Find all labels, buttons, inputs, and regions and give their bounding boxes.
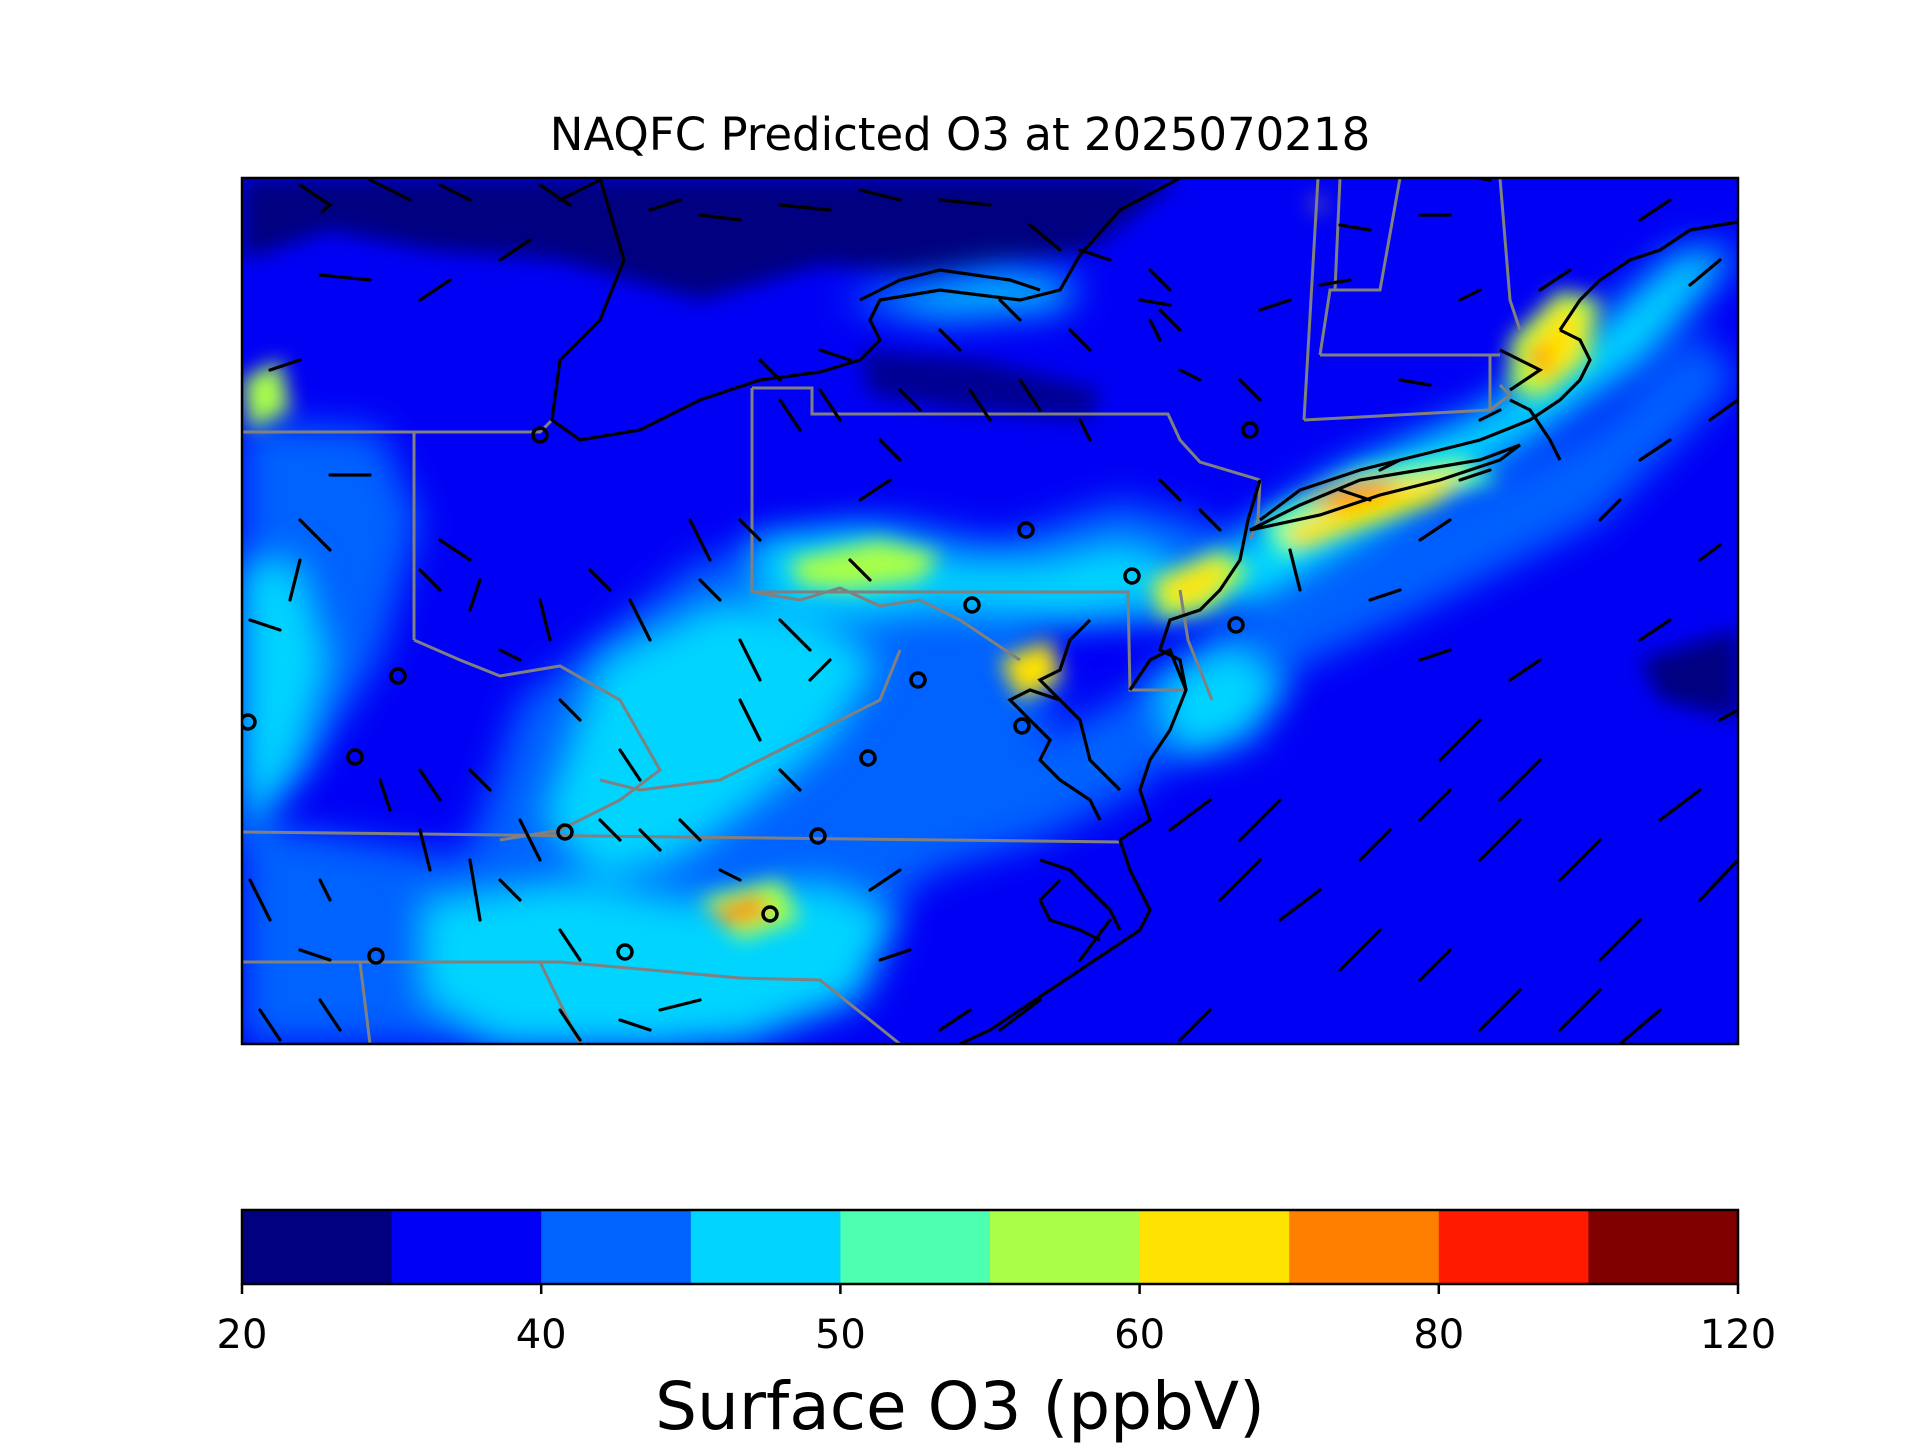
colorbar-segment: [541, 1210, 692, 1284]
map-title: NAQFC Predicted O3 at 2025070218: [549, 108, 1371, 161]
colorbar-tick-label: 120: [1699, 1312, 1777, 1358]
colorbar-segment: [242, 1210, 393, 1284]
colorbar-segment: [1438, 1210, 1589, 1284]
wind-barbs: [248, 178, 1738, 1044]
colorbar-segment: [1588, 1210, 1739, 1284]
colorbar-segment: [1289, 1210, 1440, 1284]
colorbar-frame: [240, 1208, 1740, 1286]
colorbar-tick-label: 80: [1413, 1312, 1465, 1358]
colorbar-segment: [690, 1210, 841, 1284]
colorbar-tick-label: 60: [1114, 1312, 1166, 1358]
map-frame: [240, 176, 1740, 1046]
colorbar-tick-label: 20: [216, 1312, 268, 1358]
monitor-sites: [242, 421, 1259, 965]
coastlines: [550, 178, 1738, 1044]
colorbar-label: Surface O3 (ppbV): [655, 1368, 1265, 1445]
state-borders: [242, 178, 1522, 1044]
colorbar-segment: [990, 1210, 1141, 1284]
colorbar-segment: [1139, 1210, 1290, 1284]
colorbar: [240, 1208, 1740, 1294]
ozone-field: [242, 178, 1738, 1044]
colorbar-tick-label: 50: [814, 1312, 866, 1358]
colorbar-tick-label: 40: [515, 1312, 567, 1358]
colorbar-segment: [391, 1210, 542, 1284]
colorbar-segment: [840, 1210, 991, 1284]
